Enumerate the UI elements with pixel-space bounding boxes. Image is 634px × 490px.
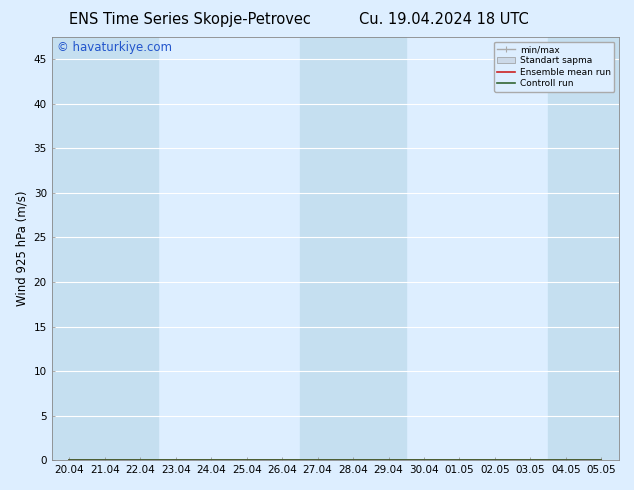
Text: ENS Time Series Skopje-Petrovec: ENS Time Series Skopje-Petrovec xyxy=(69,12,311,27)
Bar xyxy=(548,37,619,460)
Legend: min/max, Standart sapma, Ensemble mean run, Controll run: min/max, Standart sapma, Ensemble mean r… xyxy=(494,42,614,92)
Bar xyxy=(300,37,406,460)
Y-axis label: Wind 925 hPa (m/s): Wind 925 hPa (m/s) xyxy=(15,191,28,306)
Text: Cu. 19.04.2024 18 UTC: Cu. 19.04.2024 18 UTC xyxy=(359,12,529,27)
Bar xyxy=(51,37,158,460)
Text: © havaturkiye.com: © havaturkiye.com xyxy=(57,41,172,54)
